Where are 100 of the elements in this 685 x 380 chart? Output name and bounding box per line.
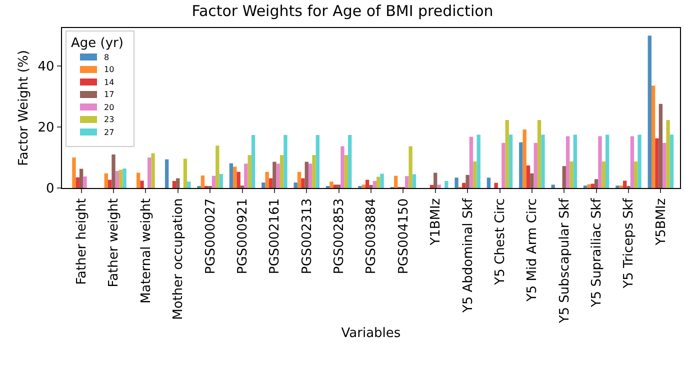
bar <box>365 180 370 188</box>
legend-title: Age (yr) <box>71 36 124 51</box>
bar <box>394 176 398 188</box>
bar <box>308 164 312 188</box>
x-tick-label: PGS000027 <box>203 198 218 274</box>
x-tick-label: PGS002313 <box>300 198 315 274</box>
legend-label: 23 <box>104 115 114 124</box>
bar <box>262 182 266 188</box>
bar <box>522 129 526 188</box>
x-tick-label: Y5 Triceps Skf <box>622 198 637 290</box>
bar <box>304 162 308 188</box>
bar <box>172 180 176 188</box>
bar <box>573 134 577 188</box>
bar <box>316 134 320 188</box>
bar <box>454 178 458 188</box>
bar <box>148 158 152 188</box>
legend-label: 8 <box>104 53 110 62</box>
bar <box>212 176 216 188</box>
bar <box>76 177 80 188</box>
bar <box>272 162 276 188</box>
bar <box>165 159 169 188</box>
bar <box>119 170 123 188</box>
bar <box>587 184 591 188</box>
legend-label: 20 <box>104 103 114 112</box>
bar <box>284 134 288 188</box>
bar <box>265 172 269 188</box>
bar <box>183 158 188 188</box>
bar <box>216 146 220 188</box>
bar <box>369 184 373 188</box>
legend-label: 27 <box>104 128 114 137</box>
bar <box>301 178 305 188</box>
bar <box>666 120 670 188</box>
x-tick-label: PGS000921 <box>235 198 250 274</box>
bar <box>430 184 434 188</box>
bar <box>372 180 377 188</box>
bar <box>248 155 252 188</box>
bar <box>104 173 108 188</box>
bar <box>519 142 523 188</box>
bar <box>151 153 155 188</box>
bar <box>297 172 302 188</box>
bar <box>136 172 140 188</box>
x-tick-label: Y5BMIz <box>654 198 669 246</box>
bar <box>658 104 663 188</box>
bar <box>434 172 438 188</box>
bar <box>473 161 477 188</box>
bar <box>541 134 545 188</box>
bar <box>606 134 610 188</box>
bar <box>469 136 474 188</box>
bar <box>72 158 76 188</box>
bar <box>530 173 534 188</box>
bar <box>594 179 598 188</box>
bar <box>108 180 112 188</box>
bar <box>651 86 656 188</box>
bar <box>280 155 284 188</box>
bar <box>294 182 298 188</box>
bar <box>638 134 642 188</box>
x-tick-label: Father height <box>74 198 90 285</box>
bar <box>670 134 674 188</box>
bar <box>112 154 116 188</box>
bar <box>268 178 273 188</box>
bar <box>229 163 234 188</box>
bar <box>570 161 574 188</box>
bar <box>466 174 470 188</box>
bar <box>551 184 555 188</box>
y-tick-label: 20 <box>38 120 54 136</box>
bar <box>486 178 491 188</box>
bar <box>476 134 480 188</box>
y-tick-label: 40 <box>38 60 54 75</box>
bar <box>219 174 223 188</box>
x-tick-label: Y5 Abdominal Skf <box>460 198 476 314</box>
x-tick-label: Y5 Mid Arm Circ <box>525 198 540 303</box>
bar <box>376 176 380 188</box>
bar <box>494 182 498 188</box>
bar <box>405 176 409 188</box>
bar <box>122 168 126 188</box>
bar <box>437 184 441 188</box>
bar <box>534 142 538 188</box>
x-tick-label: PGS002853 <box>332 198 348 274</box>
bar <box>251 134 256 188</box>
bar <box>336 184 341 188</box>
bar <box>115 170 120 188</box>
bar <box>200 176 205 188</box>
bar <box>505 120 509 188</box>
bar <box>630 136 634 188</box>
bar <box>412 174 416 188</box>
bar <box>634 161 638 188</box>
bar <box>233 166 237 188</box>
bar <box>333 184 337 188</box>
x-tick-label: PGS003884 <box>364 198 380 274</box>
x-axis-title: Variables <box>341 326 401 341</box>
bar <box>462 182 466 188</box>
bar <box>244 164 248 188</box>
y-tick-label: 0 <box>46 182 54 197</box>
x-tick-label: Father weight <box>106 198 122 288</box>
bar <box>502 142 506 188</box>
x-tick-label: Y5 Chest Circ <box>492 198 508 286</box>
bar <box>408 146 412 188</box>
bar <box>380 174 384 188</box>
bar <box>562 166 566 188</box>
bar <box>236 172 240 188</box>
